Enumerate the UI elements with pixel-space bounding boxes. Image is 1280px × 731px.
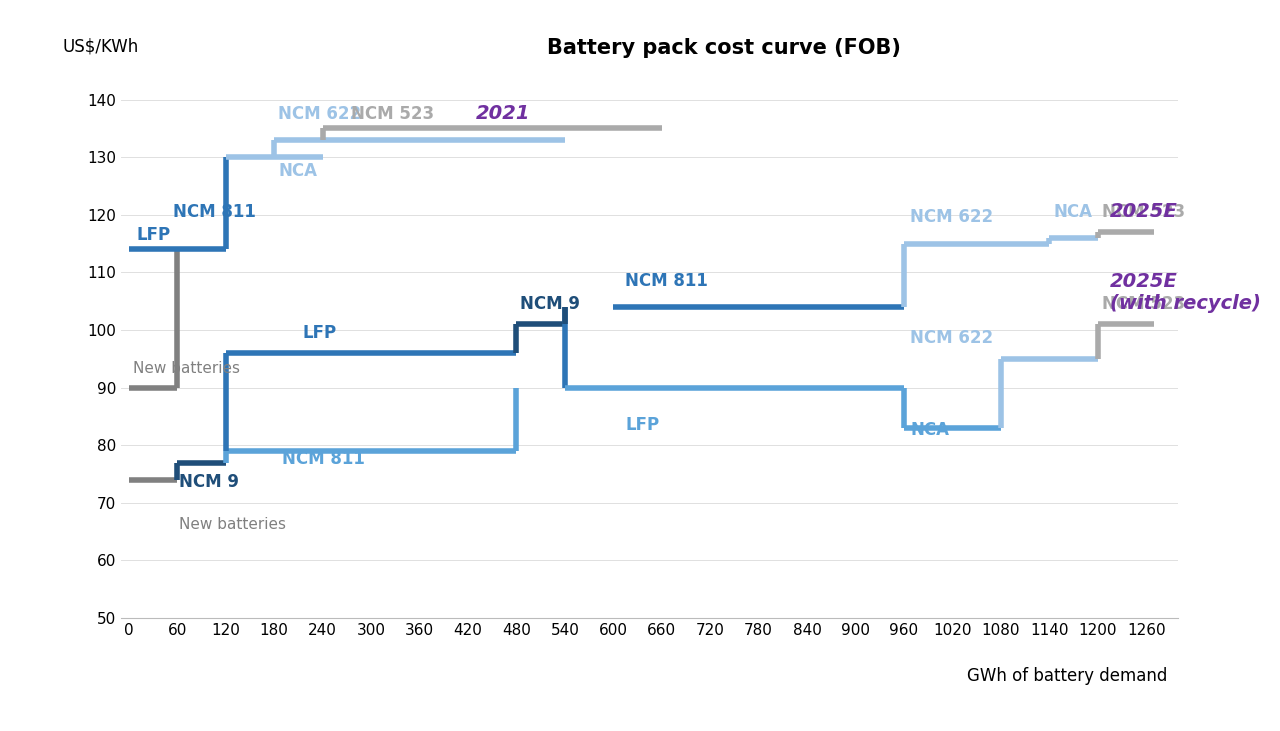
Text: NCA: NCA <box>278 162 317 180</box>
Text: NCA: NCA <box>910 422 950 439</box>
Text: NCA: NCA <box>1053 202 1092 221</box>
Text: LFP: LFP <box>626 416 659 433</box>
Text: LFP: LFP <box>137 226 172 243</box>
Text: NCM 622: NCM 622 <box>278 105 361 123</box>
Text: NCM 811: NCM 811 <box>626 272 708 289</box>
Text: New batteries: New batteries <box>179 517 285 531</box>
Text: 2021: 2021 <box>476 104 530 123</box>
Text: NCM 9: NCM 9 <box>179 474 239 491</box>
Text: NCM 811: NCM 811 <box>173 202 256 221</box>
Title: Battery pack cost curve (FOB): Battery pack cost curve (FOB) <box>547 38 901 58</box>
Text: NCM 622: NCM 622 <box>910 208 993 227</box>
Text: NCM 523: NCM 523 <box>1102 295 1185 313</box>
Text: NCM 523: NCM 523 <box>351 105 434 123</box>
Text: LFP: LFP <box>302 324 337 341</box>
Text: 2025E
(with recycle): 2025E (with recycle) <box>1110 272 1261 313</box>
Text: NCM 622: NCM 622 <box>910 329 993 347</box>
Text: NCM 9: NCM 9 <box>521 295 580 313</box>
Text: US$/KWh: US$/KWh <box>63 38 138 56</box>
Text: NCM 523: NCM 523 <box>1102 202 1185 221</box>
Text: GWh of battery demand: GWh of battery demand <box>966 667 1167 686</box>
Text: NCM 811: NCM 811 <box>283 450 365 469</box>
Text: 2025E: 2025E <box>1110 202 1178 221</box>
Text: New batteries: New batteries <box>133 361 239 376</box>
